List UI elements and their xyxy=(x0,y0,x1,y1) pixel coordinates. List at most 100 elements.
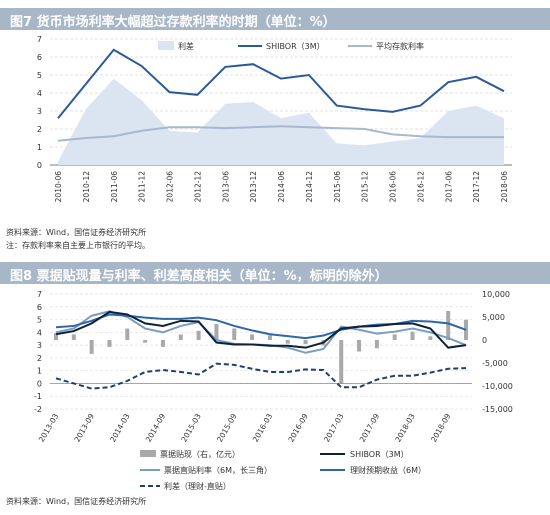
y-right-tick-label: 0 xyxy=(482,336,487,345)
x-tick-label: 2018-09 xyxy=(429,412,453,444)
x-tick-label: 2018-06 xyxy=(500,171,509,203)
figure7-title-bar: 图7 货币市场利率大幅超过存款利率的时期（单位：%） xyxy=(0,8,550,30)
x-tick-label: 2016-09 xyxy=(286,412,310,444)
x-tick-label: 2012-06 xyxy=(166,171,175,203)
y-left-tick-label: 2 xyxy=(37,354,42,363)
bar-bill-discount xyxy=(267,335,272,340)
y-tick-label: 7 xyxy=(37,35,42,44)
y-right-tick-label: -10,000 xyxy=(482,382,513,391)
series-wealth-yield-line xyxy=(55,313,467,340)
chart-figure7: 0 1 2 3 4 5 6 7 2010-06 2010-12 2011-06 2011-12 2012… xyxy=(37,35,512,203)
bar-bill-discount xyxy=(428,336,433,340)
x-tick-label: 2017-12 xyxy=(472,171,481,203)
x-tick-label: 2014-06 xyxy=(277,171,286,203)
x-tick-label: 2010-12 xyxy=(82,171,91,203)
y-left-tick-label: 3 xyxy=(37,341,42,350)
bar-bill-discount xyxy=(143,340,148,343)
series-shibor-3m-line xyxy=(57,48,505,119)
bar-bill-discount xyxy=(71,334,76,340)
y-tick-label: 0 xyxy=(37,161,42,170)
x-tick-label: 2015-06 xyxy=(333,171,342,203)
bar-bill-discount xyxy=(374,340,379,349)
bar-bill-discount xyxy=(125,328,130,340)
x-tick-label: 2014-12 xyxy=(305,171,314,203)
figure8-title-bar: 图8 票据贴现量与利率、利差高度相关（单位：%，标明的除外） xyxy=(0,262,550,284)
y-left-tick-label: 6 xyxy=(37,303,42,312)
series-spread-dashed-line xyxy=(55,362,467,390)
series-deposit-rate-line xyxy=(57,125,504,142)
x-tick-label: 2017-03 xyxy=(322,412,346,444)
x-tick-label: 2016-06 xyxy=(389,171,398,203)
x-tick-label: 2015-03 xyxy=(179,412,203,444)
x-tick-label: 2017-09 xyxy=(358,412,382,444)
y-right-tick-label: -5,000 xyxy=(482,359,508,368)
legend-label-wealth: 理财预期收益（6M） xyxy=(350,465,426,475)
bar-bill-discount xyxy=(232,328,237,340)
figure8-source: 资料来源：Wind，国信证券经济研究所 xyxy=(6,497,147,506)
legend-label-discount: 票据直贴利率（6M，长三角） xyxy=(164,465,272,475)
legend-swatch-spread xyxy=(158,41,174,50)
bar-bill-discount xyxy=(178,334,183,340)
bar-bill-discount xyxy=(303,340,308,345)
bar-bill-discount xyxy=(285,340,290,344)
y-tick-label: 2 xyxy=(37,125,42,134)
x-tick-label: 2018-03 xyxy=(393,412,417,444)
series-spread-area xyxy=(58,78,504,165)
figure7-note: 注：存款利率来自主要上市银行的平均。 xyxy=(6,241,150,250)
x-tick-label: 2013-12 xyxy=(249,171,258,203)
legend-label-shibor: SHIBOR（3M） xyxy=(266,42,325,51)
bar-bill-discount xyxy=(410,331,415,340)
bar-bill-discount xyxy=(196,330,201,340)
bar-bill-discount xyxy=(357,340,362,352)
legend-swatch-bill xyxy=(140,450,156,457)
x-tick-label: 2012-12 xyxy=(193,171,202,203)
x-tick-label: 2015-09 xyxy=(215,412,239,444)
bar-bill-discount xyxy=(446,311,451,340)
y-tick-label: 1 xyxy=(37,143,42,152)
bar-bill-discount xyxy=(89,340,94,354)
y-left-tick-label: 5 xyxy=(37,316,42,325)
y-right-tick-label: 5,000 xyxy=(482,313,505,322)
y-tick-label: 3 xyxy=(37,107,42,116)
y-left-tick-label: 4 xyxy=(37,328,42,337)
series-shibor-3m-line xyxy=(55,310,467,349)
x-tick-label: 2013-09 xyxy=(73,412,97,444)
bar-bill-discount xyxy=(214,323,219,340)
bar-bill-discount xyxy=(339,340,344,384)
legend-label-shibor: SHIBOR（3M） xyxy=(350,450,409,459)
y-left-tick-label: -2 xyxy=(34,405,42,414)
y-left-tick-label: 7 xyxy=(37,290,42,299)
bar-bill-discount xyxy=(392,334,397,340)
x-tick-label: 2016-03 xyxy=(251,412,275,444)
x-tick-label: 2013-03 xyxy=(37,412,61,444)
figure8-title: 图8 票据贴现量与利率、利差高度相关（单位：%，标明的除外） xyxy=(10,269,388,284)
x-tick-label: 2014-03 xyxy=(108,412,132,444)
bar-bill-discount xyxy=(160,340,165,347)
y-right-tick-label: 10,000 xyxy=(482,290,510,299)
bar-bill-discount xyxy=(107,340,112,347)
y-tick-label: 4 xyxy=(37,89,42,98)
x-tick-label: 2013-06 xyxy=(221,171,230,203)
legend-label-spread: 利差 xyxy=(178,41,194,51)
y-right-tick-label: -15,000 xyxy=(482,405,513,414)
x-tick-label: 2016-12 xyxy=(416,171,425,203)
x-tick-label: 2015-12 xyxy=(361,171,370,203)
x-tick-label: 2010-06 xyxy=(54,171,63,203)
x-tick-label: 2011-12 xyxy=(138,171,147,203)
y-left-tick-label: -1 xyxy=(34,392,42,401)
x-tick-label: 2014-09 xyxy=(144,412,168,444)
y-tick-label: 5 xyxy=(37,71,42,80)
y-left-tick-label: 0 xyxy=(37,379,42,388)
y-left-tick-label: 1 xyxy=(37,367,42,376)
legend-label-deposit: 平均存款利率 xyxy=(376,41,424,51)
bar-bill-discount xyxy=(54,333,58,340)
figure7-title: 图7 货币市场利率大幅超过存款利率的时期（单位：%） xyxy=(10,15,336,30)
bar-bill-discount xyxy=(464,319,468,340)
y-tick-label: 6 xyxy=(37,53,42,62)
legend-label-bill: 票据贴现（右，亿元） xyxy=(160,449,240,459)
figure7-source: 资料来源：Wind，国信证券经济研究所 xyxy=(6,228,147,237)
x-tick-label: 2011-06 xyxy=(110,171,119,203)
x-tick-label: 2017-06 xyxy=(444,171,453,203)
bar-bill-discount xyxy=(250,334,255,340)
